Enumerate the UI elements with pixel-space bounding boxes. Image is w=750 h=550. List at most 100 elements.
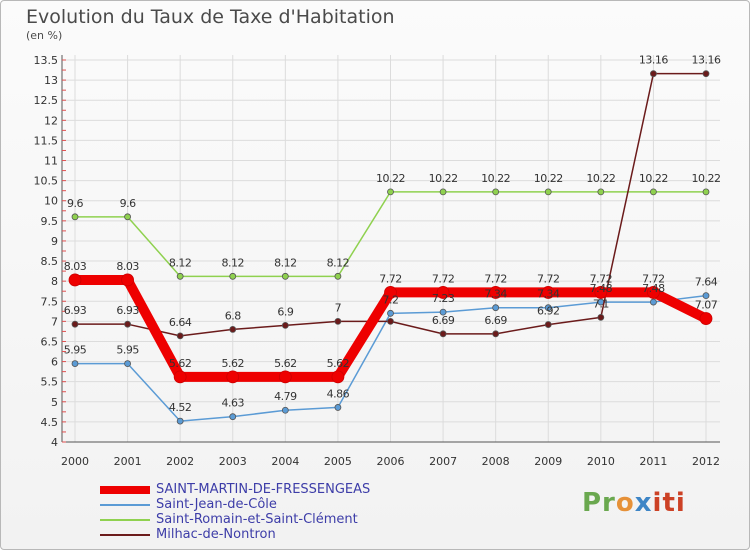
- data-point: [229, 413, 237, 421]
- data-point: [387, 188, 394, 196]
- data-label: 10.22: [639, 172, 668, 185]
- data-label: 8.12: [274, 256, 297, 269]
- data-label: 4.86: [327, 387, 350, 400]
- data-point: [121, 273, 134, 287]
- data-point: [699, 312, 713, 325]
- x-tick-label: 2000: [61, 455, 89, 468]
- y-tick-label: 10: [44, 195, 58, 208]
- x-tick-label: 2010: [587, 455, 615, 468]
- y-tick-label: 12: [44, 114, 58, 127]
- y-tick-label: 8.5: [41, 255, 59, 268]
- data-point: [702, 188, 710, 196]
- data-label: 7.72: [590, 272, 613, 285]
- data-label: 10.22: [429, 172, 458, 185]
- data-label: 10.22: [586, 172, 615, 185]
- data-label: 6.69: [432, 314, 455, 327]
- x-tick-label: 2003: [219, 455, 247, 468]
- data-label: 7.72: [484, 272, 507, 285]
- data-label: 7.48: [590, 282, 613, 295]
- x-tick-label: 2002: [166, 455, 194, 468]
- data-label: 8.12: [222, 256, 245, 269]
- y-tick-label: 7: [51, 315, 58, 328]
- y-tick-label: 11: [44, 155, 58, 168]
- x-tick-label: 2012: [692, 455, 720, 468]
- data-label: 4.63: [222, 397, 245, 410]
- data-point: [439, 330, 447, 338]
- data-point: [124, 213, 131, 221]
- data-label: 7.72: [537, 272, 560, 285]
- data-point: [124, 360, 131, 367]
- axes: 4 4.5 5 5.5 6 6.5 7 7.5 8 8.5 9 9.5 10 10.5 11 11.5 12 12…: [34, 54, 720, 468]
- series-lines: [68, 70, 713, 425]
- data-point: [647, 286, 660, 299]
- data-label: 6.93: [116, 304, 139, 317]
- data-point: [492, 304, 500, 312]
- legend-swatch: [100, 504, 150, 506]
- data-label: 10.22: [534, 172, 563, 185]
- data-label: 8.03: [64, 260, 87, 273]
- data-label: 6.92: [537, 305, 560, 318]
- data-label: 9.6: [67, 197, 83, 210]
- y-tick-label: 5: [51, 396, 58, 409]
- data-point: [597, 188, 605, 196]
- legend-label: SAINT-MARTIN-DE-FRESSENGEAS: [156, 482, 371, 497]
- data-label: 4.79: [274, 390, 297, 403]
- y-tick-label: 9: [51, 235, 58, 248]
- data-point: [226, 370, 240, 384]
- data-label: 6.69: [484, 314, 507, 327]
- legend-label: Saint-Jean-de-Côle: [156, 497, 277, 512]
- data-label: 8.12: [169, 256, 192, 269]
- data-point: [176, 332, 184, 340]
- data-point: [173, 370, 187, 384]
- y-tick-label: 5.5: [41, 376, 59, 389]
- y-tick-label: 7.5: [41, 295, 59, 308]
- data-label: 5.62: [274, 357, 297, 370]
- legend-swatch: [100, 534, 150, 536]
- y-tick-label: 11.5: [34, 134, 59, 147]
- data-label: 13.16: [639, 54, 668, 67]
- data-point: [650, 188, 657, 196]
- data-label: 7.34: [537, 288, 560, 301]
- data-point: [492, 188, 500, 196]
- data-point: [650, 70, 657, 78]
- data-label: 4.52: [169, 401, 192, 414]
- data-point: [489, 286, 503, 299]
- data-point: [702, 70, 710, 78]
- data-point: [334, 272, 342, 280]
- data-label: 7.23: [432, 292, 455, 305]
- legend-label: Saint-Romain-et-Saint-Clément: [156, 512, 358, 527]
- data-labels: 9.6 9.6 8.12 8.12 8.12 8.12 10.22 10.22 10.22 10.…: [64, 54, 722, 414]
- data-point: [594, 286, 608, 299]
- proxiti-logo: Proxiti: [582, 488, 686, 518]
- data-point: [278, 370, 292, 384]
- data-point: [71, 213, 79, 221]
- data-point: [334, 317, 342, 325]
- data-label: 10.22: [692, 172, 721, 185]
- legend-swatch: [100, 486, 150, 494]
- y-tick-label: 13: [44, 74, 58, 87]
- data-point: [331, 370, 345, 384]
- data-label: 6.8: [225, 309, 241, 322]
- data-label: 5.62: [222, 357, 245, 370]
- grid-lines: [62, 55, 720, 443]
- data-point: [387, 317, 394, 325]
- data-point: [544, 321, 552, 328]
- data-label: 9.6: [120, 197, 136, 210]
- data-label: 10.22: [481, 172, 510, 185]
- data-label: 6.9: [277, 305, 293, 318]
- data-label: 8.12: [327, 256, 350, 269]
- y-tick-label: 10.5: [34, 175, 59, 188]
- data-point: [387, 309, 394, 317]
- data-point: [229, 326, 237, 333]
- data-point: [702, 292, 710, 300]
- data-label: 7.72: [432, 272, 455, 285]
- data-point: [544, 188, 552, 196]
- data-point: [597, 313, 605, 321]
- data-label: 7: [335, 301, 342, 314]
- x-tick-label: 2011: [639, 455, 667, 468]
- data-label: 7.34: [484, 288, 507, 301]
- data-point: [124, 320, 131, 328]
- data-point: [334, 404, 342, 411]
- data-point: [68, 273, 82, 287]
